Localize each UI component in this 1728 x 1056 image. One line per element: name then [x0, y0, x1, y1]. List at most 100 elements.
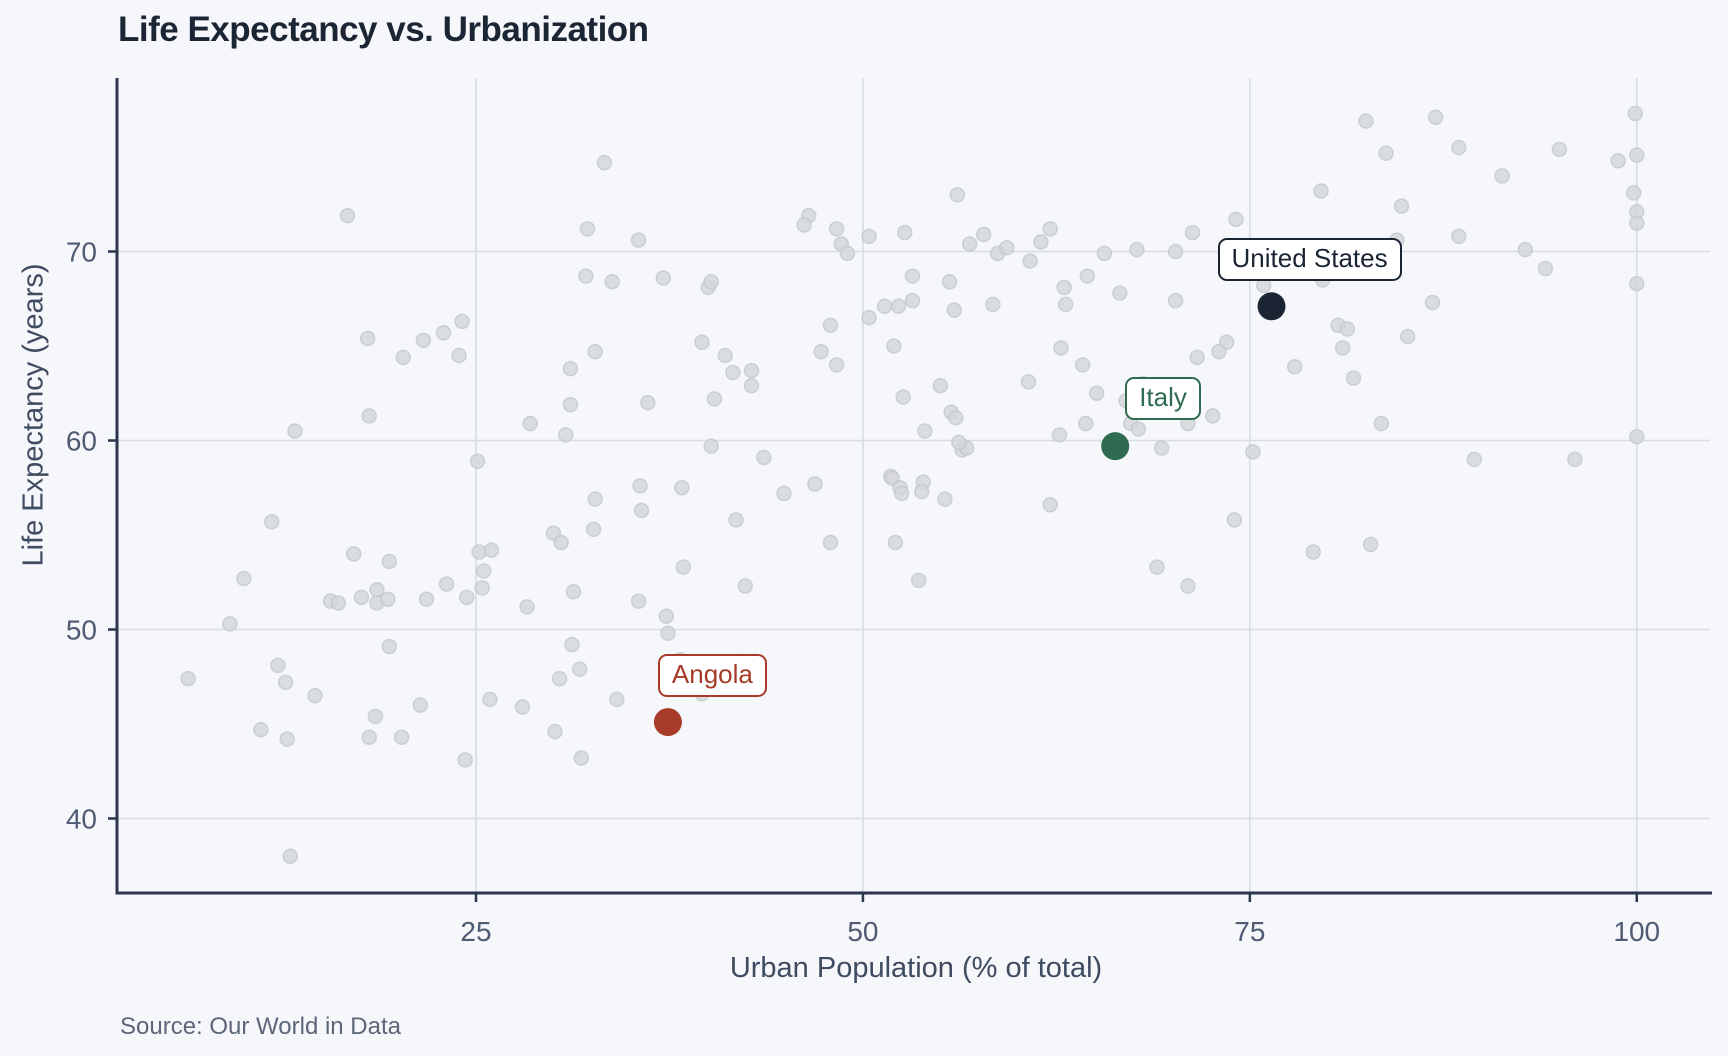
scatter-point	[1189, 349, 1205, 366]
scatter-point	[949, 187, 966, 203]
scatter-point	[904, 292, 921, 309]
scatter-point	[277, 674, 294, 691]
scatter-point	[475, 563, 492, 579]
scatter-point	[1451, 139, 1467, 156]
scatter-point	[353, 589, 370, 606]
scatter-point	[1378, 145, 1394, 161]
scatter-point	[1079, 268, 1096, 284]
scatter-point	[640, 394, 656, 411]
scatter-point	[1022, 253, 1038, 269]
scatter-point	[1245, 444, 1261, 460]
scatter-point	[279, 731, 295, 747]
scatter-point	[630, 232, 647, 248]
scatter-point	[658, 608, 675, 625]
scatter-point	[361, 729, 377, 745]
scatter-point	[1074, 357, 1091, 373]
highlight-point-angola	[653, 708, 682, 737]
x-tick-label: 75	[1234, 916, 1265, 947]
scatter-point	[706, 391, 723, 407]
scatter-point	[253, 721, 269, 738]
scatter-point	[457, 752, 473, 768]
scatter-point	[1629, 428, 1645, 445]
scatter-point	[474, 580, 490, 596]
scatter-point	[1362, 536, 1379, 553]
scatter-point	[1180, 578, 1196, 594]
scatter-point	[895, 389, 911, 405]
scatter-point	[904, 268, 921, 284]
scatter-point	[307, 687, 323, 704]
scatter-point	[743, 362, 760, 379]
y-tick-label: 60	[66, 426, 97, 457]
y-tick-label: 70	[66, 237, 97, 268]
scatter-point	[630, 593, 647, 609]
scatter-point	[263, 514, 280, 530]
scatter-point	[737, 578, 754, 594]
scatter-point	[236, 570, 252, 587]
scatter-point	[1358, 113, 1374, 129]
scatter-point	[743, 377, 760, 394]
scatter-point	[395, 349, 412, 366]
scatter-point	[180, 670, 196, 687]
scatter-point	[361, 408, 377, 424]
scatter-point	[1167, 243, 1184, 260]
scatter-point	[1537, 260, 1554, 277]
scatter-point	[330, 595, 347, 611]
scatter-point	[514, 699, 531, 715]
scatter-point	[458, 589, 475, 606]
scatter-point	[483, 542, 500, 558]
scatter-point	[1393, 198, 1410, 214]
scatter-point	[822, 317, 839, 333]
x-tick-label: 25	[460, 916, 491, 947]
scatter-point	[573, 750, 589, 766]
scatter-point	[660, 625, 676, 642]
scatter-point	[1334, 340, 1351, 356]
scatter-point	[985, 296, 1001, 313]
scatter-point	[887, 534, 904, 551]
scatter-point	[1053, 340, 1069, 356]
x-tick-label: 100	[1613, 916, 1660, 947]
scatter-point	[562, 360, 579, 377]
scatter-point	[1305, 544, 1322, 560]
scatter-point	[1373, 415, 1390, 432]
scatter-point	[571, 661, 588, 677]
scatter-point	[381, 638, 398, 655]
scatter-point	[1629, 215, 1645, 231]
scatter-point	[1051, 427, 1068, 443]
scatter-point	[655, 270, 672, 286]
scatter-point	[932, 377, 949, 394]
scatter-point	[415, 332, 432, 349]
scatter-point	[893, 485, 910, 502]
scatter-point	[1466, 451, 1483, 468]
scatter-point	[1339, 321, 1356, 337]
scatter-point	[270, 657, 286, 674]
scatter-point	[1078, 415, 1094, 432]
scatter-point	[1627, 105, 1643, 122]
scatter-point	[1204, 408, 1221, 424]
scatter-point	[822, 534, 839, 551]
scatter-point	[558, 427, 574, 443]
x-tick-label: 50	[847, 916, 878, 947]
scatter-point	[703, 273, 720, 290]
scatter-point	[438, 576, 455, 592]
scatter-point	[633, 502, 650, 519]
chart-title: Life Expectancy vs. Urbanization	[118, 10, 649, 49]
scatter-point	[547, 723, 563, 740]
y-tick-label: 40	[66, 804, 97, 835]
scatter-point	[339, 207, 356, 224]
scatter-point	[756, 449, 772, 466]
scatter-point	[896, 224, 913, 241]
scatter-point	[776, 485, 792, 502]
scatter-point	[287, 423, 303, 439]
scatter-point	[1042, 497, 1058, 513]
scatter-point	[562, 396, 579, 413]
scatter-point	[861, 228, 877, 245]
scatter-point	[941, 273, 958, 290]
scatter-point	[1451, 228, 1467, 245]
scatter-point	[632, 478, 648, 494]
scatter-point	[813, 343, 829, 360]
scatter-point	[694, 334, 710, 350]
annotation-angola: Angola	[657, 654, 767, 697]
scatter-point	[565, 583, 582, 600]
scatter-point	[551, 670, 568, 687]
scatter-point	[1399, 328, 1416, 345]
